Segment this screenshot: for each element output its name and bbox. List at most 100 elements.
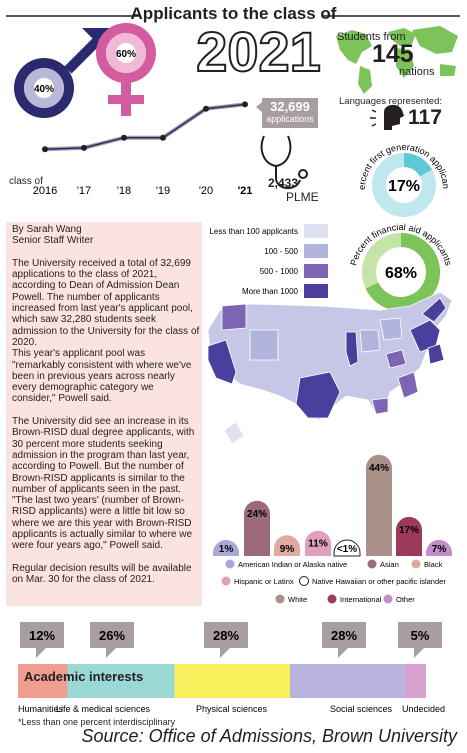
- interest-callout: [322, 622, 366, 658]
- legend-label: 500 - 1000: [260, 267, 299, 276]
- bar: [426, 539, 452, 556]
- languages-count: 117: [408, 106, 442, 129]
- interest-value-label: 5%: [411, 628, 430, 643]
- legend-label: More than 1000: [242, 287, 299, 296]
- x-tick-label: 2016: [33, 185, 57, 197]
- interest-segment: [174, 664, 290, 698]
- series-line-inner: [44, 103, 246, 151]
- interest-callout: [398, 622, 442, 658]
- interest-category-label: Life & medical sciences: [56, 704, 151, 714]
- map-legend: Less than 100 applicants 100 - 500 500 - 1…: [209, 224, 328, 298]
- page-title: Applicants to the class of: [130, 4, 337, 23]
- bar: [396, 516, 422, 556]
- class-of-label: class of: [9, 176, 43, 187]
- article-body: The University received a total of 32,69…: [12, 257, 200, 586]
- bar-value-label: 7%: [432, 544, 447, 555]
- female-symbol-icon: [96, 23, 156, 116]
- ethnicity-bar-chart: 1% 24% 9% 11% <1% 44% 17% 7%: [213, 454, 452, 557]
- interest-segment: [290, 664, 406, 698]
- legend-dot: [327, 594, 337, 604]
- data-point: [42, 146, 48, 153]
- interest-category-label: Undecided: [402, 704, 445, 714]
- bar: [305, 530, 331, 556]
- legend-dot: [221, 576, 231, 586]
- applications-callout: [256, 98, 318, 128]
- data-point: [203, 105, 209, 112]
- legend-swatch: [304, 264, 328, 278]
- interest-callout: [204, 622, 248, 658]
- donut-label: 17%: [388, 178, 420, 195]
- bar-value-label: 44%: [369, 463, 389, 474]
- article-text: By Sarah Wang Senior Staff Writer The Un…: [12, 224, 200, 586]
- byline: By Sarah Wang Senior Staff Writer: [12, 224, 94, 247]
- data-point: [160, 134, 166, 141]
- students-from-label: Students from: [337, 31, 406, 43]
- bar-value-label: <1%: [337, 544, 357, 555]
- legend-text: White: [288, 595, 307, 604]
- legend-text: International: [340, 595, 382, 604]
- legend-text: American Indian or Alaska native: [238, 560, 347, 569]
- callout-label: applications: [266, 114, 314, 124]
- financial-aid-donut: 68%Percent financial aid applicants: [348, 222, 454, 311]
- interest-callout: [90, 622, 134, 658]
- donut-label: 68%: [385, 265, 417, 282]
- legend-dot: [383, 594, 393, 604]
- male-percent-label: 40%: [34, 84, 54, 95]
- plme-number: 2,433: [268, 176, 299, 190]
- legend-text: Other: [396, 595, 415, 604]
- legend-swatch: [304, 224, 328, 238]
- legend-dot: [299, 576, 309, 586]
- legend-text: Black: [424, 560, 443, 569]
- legend-dot: [367, 559, 377, 569]
- interest-category-label: Physical sciences: [196, 704, 268, 714]
- interest-category-label: Humanities: [18, 704, 64, 714]
- interest-segment: [67, 664, 175, 698]
- data-point: [81, 144, 87, 151]
- series-line: [44, 102, 246, 152]
- bar: [213, 540, 239, 556]
- donut-slice: [365, 233, 440, 311]
- legend-dot: [225, 559, 235, 569]
- data-point: [242, 101, 248, 108]
- legend-label: 100 - 500: [264, 247, 298, 256]
- donut-slice: [403, 153, 433, 177]
- interest-value-label: 28%: [331, 628, 357, 643]
- bar: [244, 500, 270, 556]
- interest-value-label: 12%: [29, 628, 55, 643]
- plme-label: PLME: [286, 190, 319, 204]
- x-tick-label: '19: [156, 185, 170, 197]
- legend-dot: [411, 559, 421, 569]
- legend-label: Less than 100 applicants: [209, 227, 298, 236]
- bar-value-label: 11%: [308, 539, 328, 550]
- x-tick-label: '20: [199, 185, 213, 197]
- interest-value-label: 28%: [213, 628, 239, 643]
- nations-label: nations: [399, 66, 435, 78]
- interest-value-label: 26%: [99, 628, 125, 643]
- bar: [366, 454, 392, 556]
- legend-swatch: [304, 284, 328, 298]
- male-symbol-icon: [14, 28, 110, 118]
- bar-value-label: 1%: [219, 544, 234, 555]
- nations-count: 145: [372, 40, 414, 68]
- us-map: [207, 291, 453, 445]
- interest-category-label: Social sciences: [330, 704, 393, 714]
- world-map-icon: [336, 26, 458, 94]
- legend-text: Hispanic or Latinx: [234, 577, 294, 586]
- bar: [333, 539, 361, 557]
- year-heading: 2021: [195, 20, 322, 83]
- interest-callout: [20, 622, 64, 658]
- legend-text: Asian: [380, 560, 399, 569]
- languages-label: Languages represented:: [339, 96, 442, 107]
- legend-text: Native Hawaiian or other pacific islande…: [312, 577, 446, 586]
- female-percent-label: 60%: [116, 49, 136, 60]
- legend-swatch: [304, 244, 328, 258]
- stethoscope-icon: [260, 135, 308, 189]
- x-tick-label: '21: [238, 185, 253, 197]
- bar-value-label: 24%: [247, 509, 267, 520]
- ethnicity-legend: American Indian or Alaska native Asian Bla…: [221, 559, 446, 604]
- legend-dot: [275, 594, 285, 604]
- callout-number: 32,699: [270, 99, 310, 114]
- interest-segment: [405, 664, 426, 698]
- interests-title: Academic interests: [24, 669, 144, 684]
- applicants-line-chart: 2016 '17 '18 '19 '20 '21: [33, 101, 253, 197]
